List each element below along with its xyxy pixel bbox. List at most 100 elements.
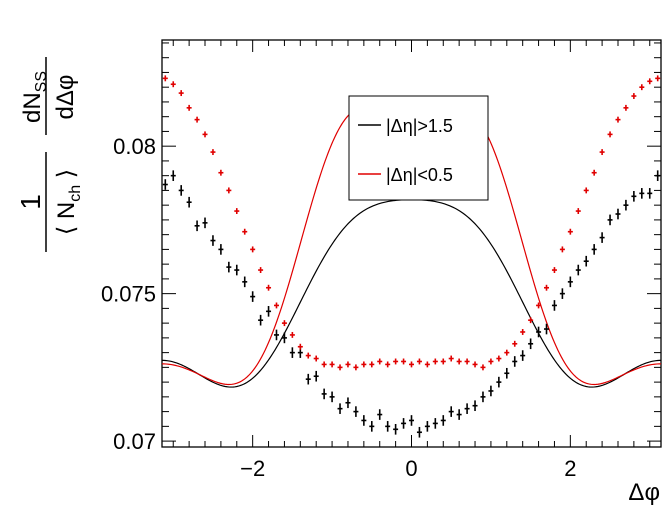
data-point <box>337 364 343 371</box>
y-axis-title: 1 ⟨ Nch ⟩ dNSS dΔφ <box>15 57 84 252</box>
fit-curve-0 <box>161 199 662 388</box>
x-tick-label: 2 <box>564 456 576 481</box>
data-point <box>591 244 597 255</box>
data-point <box>162 75 168 82</box>
data-point <box>655 75 661 82</box>
data-point <box>512 356 518 367</box>
data-point <box>234 264 240 276</box>
data-point <box>647 188 653 199</box>
legend-box <box>348 95 489 201</box>
data-point <box>186 104 192 111</box>
data-point <box>202 131 208 138</box>
data-point <box>416 426 422 438</box>
legend-label-black: |Δη|>1.5 <box>386 116 453 136</box>
data-point <box>440 415 446 426</box>
data-point <box>655 170 661 181</box>
data-point <box>266 284 272 291</box>
data-point <box>623 104 629 111</box>
data-point <box>424 361 430 368</box>
data-point <box>218 244 224 255</box>
y-title-nch: ⟨ Nch ⟩ <box>53 169 84 235</box>
data-point <box>528 317 534 324</box>
data-point <box>337 403 343 414</box>
legend: |Δη|>1.5 |Δη|<0.5 <box>348 95 489 201</box>
data-point <box>623 199 629 211</box>
data-point <box>599 149 605 156</box>
data-point <box>599 232 605 243</box>
data-point <box>377 409 383 420</box>
data-point <box>551 267 557 273</box>
data-point <box>250 291 256 302</box>
data-point <box>631 191 637 202</box>
data-point <box>170 170 176 181</box>
data-point <box>520 350 526 361</box>
data-point <box>472 361 478 368</box>
data-point <box>273 329 279 341</box>
data-point <box>329 391 335 403</box>
data-point <box>409 415 414 426</box>
data-point <box>432 358 438 365</box>
data-point <box>639 188 645 199</box>
data-point <box>615 208 621 220</box>
data-point <box>591 169 597 176</box>
data-point <box>536 302 542 309</box>
data-point <box>393 358 399 365</box>
data-point <box>361 415 367 426</box>
axis-ticks: −2 0 2 0.07 0.075 0.08 <box>101 40 661 481</box>
data-point <box>401 358 407 365</box>
data-point <box>440 358 446 365</box>
data-point <box>488 385 494 397</box>
data-point <box>528 338 534 350</box>
data-point <box>281 332 287 344</box>
data-point <box>297 343 303 350</box>
data-point <box>210 235 216 246</box>
data-point <box>250 246 256 253</box>
y-title-ss-sub: SS <box>33 71 50 92</box>
data-point <box>170 81 176 88</box>
y-tick-label: 0.07 <box>113 429 156 454</box>
data-point <box>353 406 359 417</box>
data-point <box>639 84 645 91</box>
data-point <box>186 196 192 208</box>
data-point <box>496 355 502 362</box>
data-point <box>234 208 240 215</box>
data-point <box>480 364 486 371</box>
data-point <box>281 320 287 327</box>
data-point <box>583 187 589 194</box>
y-title-nch-sub: ch <box>67 185 84 202</box>
data-point <box>432 418 438 429</box>
data-point <box>544 323 550 335</box>
data-point <box>226 261 232 273</box>
data-point <box>448 406 454 417</box>
data-point <box>194 116 200 123</box>
data-point <box>305 352 311 359</box>
data-point <box>289 347 295 358</box>
data-point <box>305 373 311 385</box>
data-point <box>210 149 216 156</box>
data-point <box>544 284 550 291</box>
y-title-ddphi: dΔφ <box>52 75 79 120</box>
data-point <box>615 116 621 123</box>
data-point <box>504 349 510 356</box>
data-point <box>583 255 589 267</box>
data-point <box>385 421 391 432</box>
data-point <box>369 361 375 368</box>
data-point <box>416 358 422 365</box>
data-point <box>321 361 327 368</box>
data-point <box>385 361 391 368</box>
data-point <box>242 276 248 288</box>
y-title-nch-close: ⟩ <box>53 169 80 185</box>
y-title-nch-open: ⟨ N <box>53 202 80 235</box>
data-point <box>512 340 518 347</box>
data-point <box>409 361 414 368</box>
data-point <box>194 220 200 232</box>
data-point <box>448 355 454 362</box>
data-point <box>647 78 653 85</box>
data-point <box>393 423 399 435</box>
data-point <box>218 169 224 176</box>
data-point <box>607 131 613 138</box>
data-point <box>401 418 407 429</box>
data-point <box>313 370 319 382</box>
data-point <box>504 367 510 379</box>
